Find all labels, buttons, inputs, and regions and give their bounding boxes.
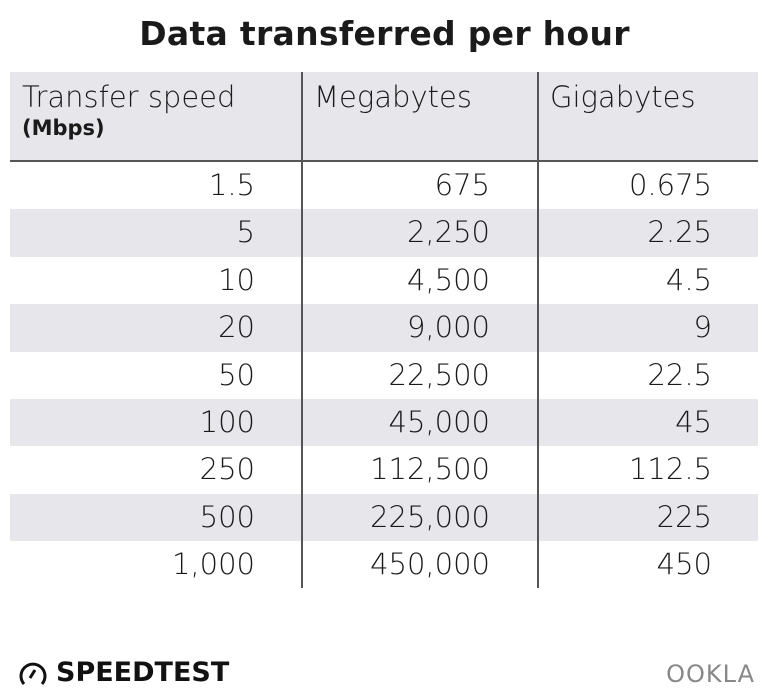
- table-row: 5 2,250 2.25: [10, 209, 758, 257]
- table-cell: 450,000: [370, 547, 490, 582]
- table-cell: 10: [218, 262, 255, 297]
- header-transfer-speed: Transfer speed (Mbps): [22, 80, 235, 140]
- table-cell: 20: [218, 310, 255, 345]
- table-cell: 1,000: [171, 547, 255, 582]
- table-cell: 5: [236, 215, 255, 250]
- table-cell: 225: [656, 499, 712, 534]
- table-cell: 50: [218, 357, 255, 392]
- table-cell: 22,500: [388, 357, 490, 392]
- column-divider: [301, 72, 303, 588]
- speedtest-wordmark: SPEEDTEST: [56, 657, 230, 688]
- header-gigabytes: Gigabytes: [550, 80, 696, 114]
- table-cell: 250: [199, 452, 255, 487]
- table-cell: 675: [434, 168, 490, 202]
- table-cell: 0.675: [628, 168, 712, 202]
- table-cell: 45,000: [388, 404, 490, 439]
- table-cell: 112,500: [370, 452, 490, 487]
- table-header: Transfer speed (Mbps) Megabytes Gigabyte…: [10, 72, 758, 162]
- header-megabytes: Megabytes: [314, 80, 472, 114]
- table-row: 20 9,000 9: [10, 304, 758, 352]
- header-label: Transfer speed: [22, 80, 236, 114]
- table-row: 500 225,000 225: [10, 493, 758, 542]
- chart-title: Data transferred per hour: [139, 14, 630, 53]
- table-cell: 500: [199, 499, 255, 534]
- table-cell: 9: [693, 310, 712, 345]
- table-cell: 22.5: [647, 357, 712, 392]
- table-cell: 225,000: [370, 499, 490, 534]
- table-cell: 1.5: [208, 168, 255, 202]
- table-cell: 2,250: [406, 215, 490, 250]
- table-row: 1.5 675 0.675: [10, 162, 758, 209]
- table-cell: 4.5: [665, 262, 712, 297]
- ookla-logo: OOKLA: [666, 660, 755, 688]
- table-cell: 2.25: [647, 215, 712, 250]
- table-cell: 100: [199, 404, 255, 439]
- table-cell: 45: [675, 404, 712, 439]
- speedtest-logo: SPEEDTEST: [18, 657, 229, 688]
- table-cell: 112.5: [628, 452, 712, 487]
- table-cell: 9,000: [406, 310, 490, 345]
- table-row: 100 45,000 45: [10, 398, 758, 447]
- table-row: 10 4,500 4.5: [10, 257, 758, 304]
- header-sublabel: (Mbps): [22, 116, 105, 140]
- table-row: 50 22,500 22.5: [10, 352, 758, 399]
- table-cell: 4,500: [406, 262, 490, 297]
- column-divider: [537, 72, 539, 588]
- data-table: Transfer speed (Mbps) Megabytes Gigabyte…: [10, 72, 758, 589]
- table-cell: 450: [656, 547, 712, 582]
- speedometer-icon: [19, 662, 47, 685]
- table-row: 250 112,500 112.5: [10, 446, 758, 493]
- table-row: 1,000 450,000 450: [10, 541, 758, 588]
